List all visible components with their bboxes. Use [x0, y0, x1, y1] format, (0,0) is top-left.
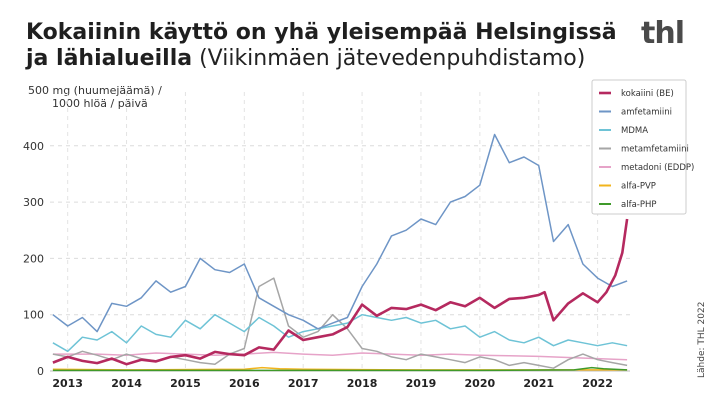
legend-label-alfapvp: alfa-PVP [621, 182, 656, 192]
legend-box [591, 79, 687, 215]
x-tick-label: 2022 [582, 377, 613, 390]
legend-label-metadoni: metadoni (EDDP) [621, 163, 694, 173]
y-tick-label: 400 [23, 140, 44, 153]
x-tick-label: 2015 [170, 377, 201, 390]
legend-label-metamfetamiini: metamfetamiini [621, 145, 689, 155]
y-axis-label: 500 mg (huumejäämä) /1000 hlöä / päivä [28, 84, 162, 110]
legend-label-alfaphp: alfa-PHP [621, 200, 656, 210]
y-tick-label: 300 [23, 196, 44, 209]
x-tick-label: 2016 [229, 377, 260, 390]
x-tick-label: 2020 [465, 377, 496, 390]
series-line-kokaiini [52, 218, 629, 366]
chart-title: Kokaiinin käyttö on yhä yleisempää Helsi… [26, 20, 626, 72]
y-tick-label: 200 [23, 252, 44, 265]
chart-title-main: Kokaiinin käyttö on yhä yleisempää Helsi… [26, 20, 617, 71]
x-tick-label: 2017 [288, 377, 319, 390]
series-line-metadoni [52, 351, 628, 361]
legend-label-mdma: MDMA [621, 126, 648, 136]
legend-label-kokaiini: kokaiini (BE) [621, 89, 674, 99]
y-tick-label: 0 [37, 365, 44, 378]
legend-label-amfetamiini: amfetamiini [621, 108, 672, 118]
x-tick-label: 2014 [111, 377, 142, 390]
x-tick-label: 2019 [406, 377, 437, 390]
y-tick-label: 100 [23, 309, 44, 322]
chart-title-sub: (Viikinmäen jätevedenpuhdistamo) [192, 46, 586, 71]
series-line-mdma [52, 313, 628, 353]
x-tick-label: 2013 [52, 377, 83, 390]
x-tick-label: 2018 [347, 377, 378, 390]
x-tick-label: 2021 [523, 377, 554, 390]
series-line-alfaphp [52, 366, 628, 372]
thl-logo: thl [641, 16, 685, 51]
series-line-amfetamiini [52, 133, 628, 333]
